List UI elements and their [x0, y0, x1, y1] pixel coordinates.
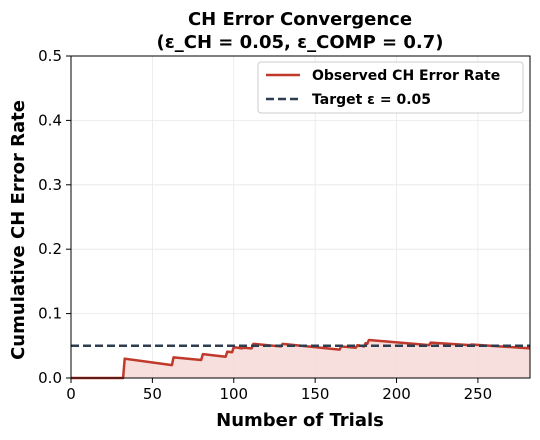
legend: Observed CH Error Rate Target ε = 0.05 — [257, 61, 524, 114]
y-tick-label: 0.5 — [38, 47, 62, 65]
x-tick-label: 100 — [219, 385, 248, 403]
y-tick-label: 0.0 — [38, 369, 62, 387]
chart-title-line2: (ε_CH = 0.05, ε_COMP = 0.7) — [156, 32, 443, 53]
y-tick-label: 0.2 — [38, 240, 62, 258]
y-axis-label: Cumulative CH Error Rate — [8, 100, 29, 360]
x-tick-label: 0 — [66, 385, 76, 403]
legend-box — [257, 61, 524, 114]
x-tick-label: 250 — [464, 385, 493, 403]
chart-title-line1: CH Error Convergence — [188, 9, 412, 30]
y-tick-label: 0.1 — [38, 305, 62, 323]
y-axis-ticks: 0.0 0.1 0.2 0.3 0.4 0.5 — [38, 47, 71, 387]
x-axis-label: Number of Trials — [216, 410, 384, 431]
y-tick-label: 0.4 — [38, 111, 62, 129]
x-tick-label: 200 — [382, 385, 411, 403]
x-tick-label: 50 — [143, 385, 162, 403]
legend-label-target: Target ε = 0.05 — [312, 92, 431, 108]
y-tick-label: 0.3 — [38, 176, 62, 194]
series-lines — [71, 338, 531, 380]
plot-frame — [70, 55, 531, 379]
x-tick-label: 150 — [301, 385, 330, 403]
series-fill — [71, 340, 530, 378]
x-axis-ticks: 0 50 100 150 200 250 — [66, 378, 492, 403]
observed-area — [71, 340, 530, 378]
legend-label-observed: Observed CH Error Rate — [312, 68, 500, 84]
